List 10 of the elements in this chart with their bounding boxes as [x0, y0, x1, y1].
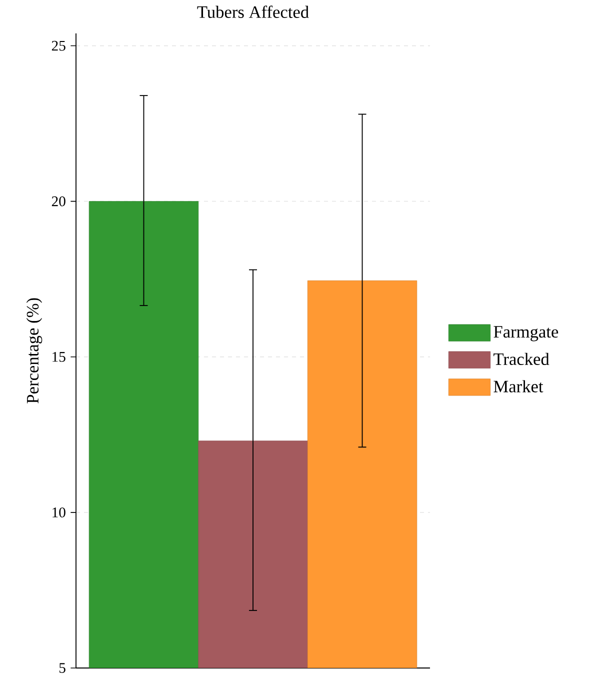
chart-title: Tubers Affected	[197, 6, 309, 18]
y-tick-label: 20	[52, 196, 66, 206]
y-tick-label: 5	[59, 663, 66, 673]
legend-label: Market	[494, 380, 544, 392]
y-tick-label: 10	[52, 508, 66, 518]
y-axis-title: Percentage (%)	[26, 298, 42, 404]
legend-label: Tracked	[494, 352, 550, 366]
y-tick-label: 15	[52, 352, 66, 362]
legend-label: Farmgate	[494, 326, 558, 342]
y-tick-label: 25	[52, 40, 66, 51]
